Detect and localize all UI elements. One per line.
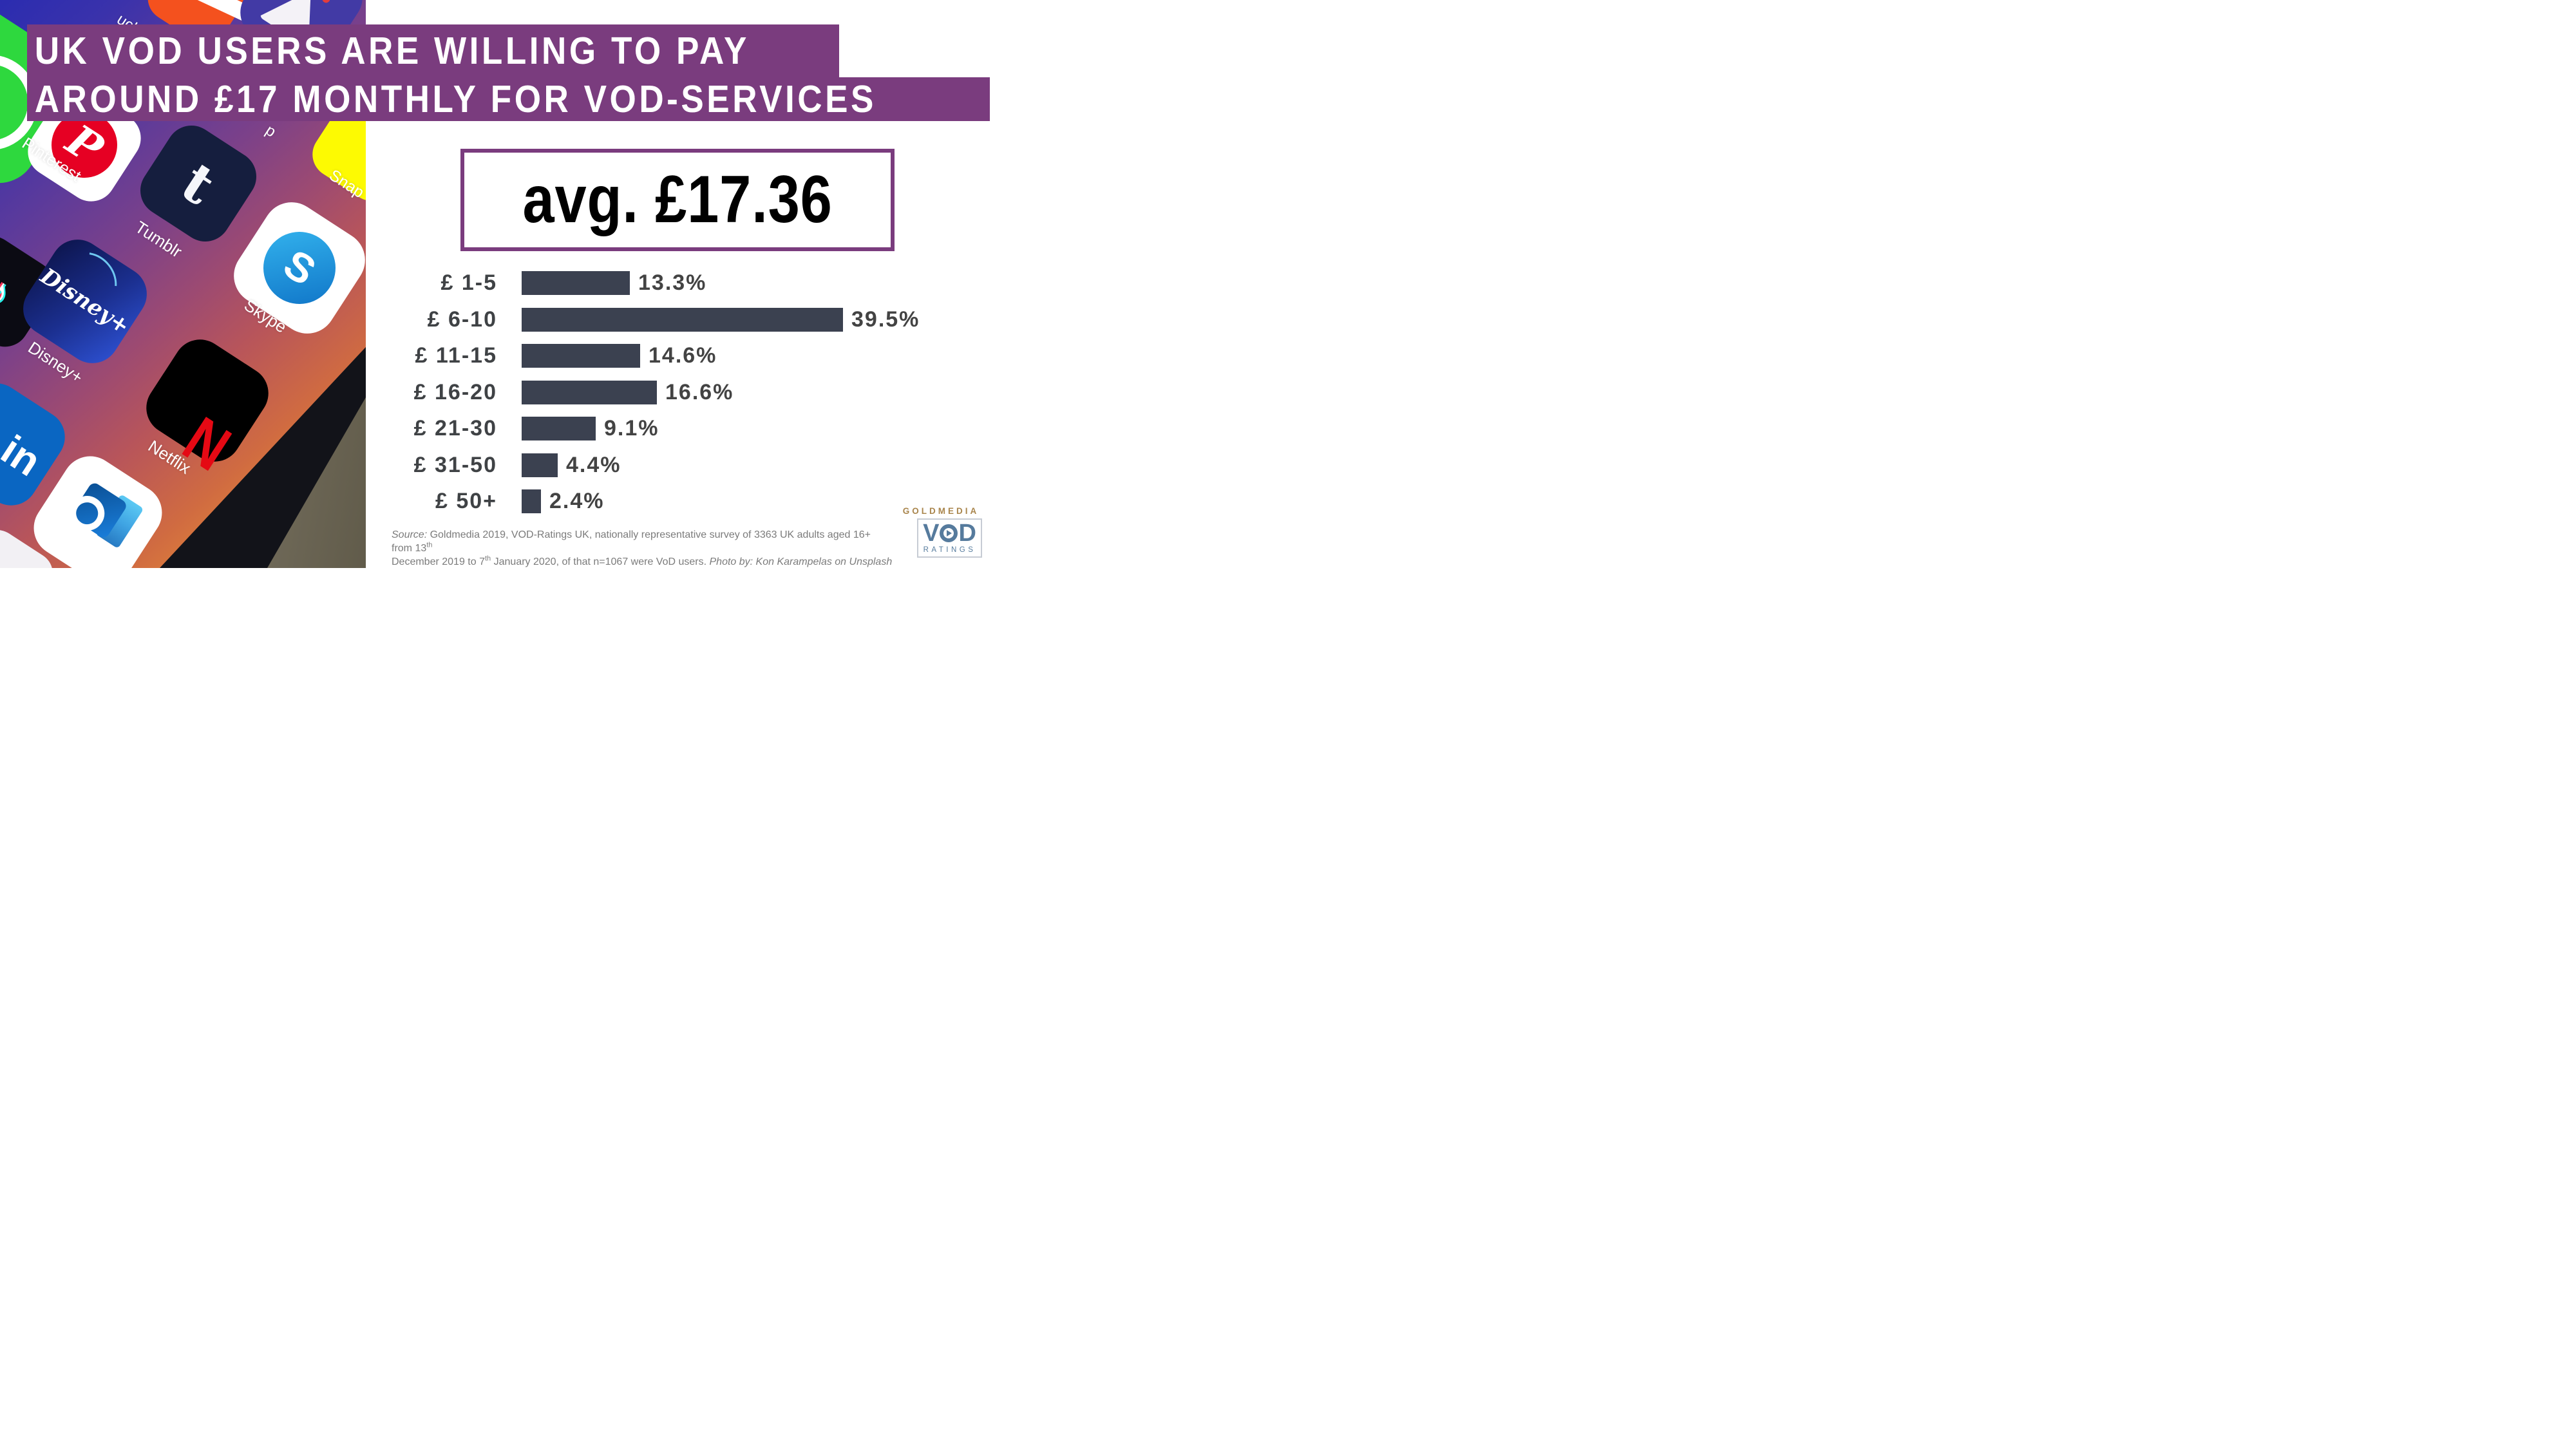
title-banner-line1: UK VOD USERS ARE WILLING TO PAY bbox=[27, 24, 839, 77]
bar-category-label: £ 16-20 bbox=[413, 380, 497, 404]
source-note: Source: Goldmedia 2019, VOD-Ratings UK, … bbox=[392, 528, 894, 568]
average-value-box: avg. £17.36 bbox=[460, 149, 895, 251]
source-line1: Source: Goldmedia 2019, VOD-Ratings UK, … bbox=[392, 529, 871, 554]
vod-letter-d: D bbox=[958, 520, 976, 547]
bar-category-label: £ 31-50 bbox=[413, 453, 497, 477]
goldmedia-vod-ratings-logo: GOLDMEDIA V D RATINGS bbox=[900, 506, 982, 558]
ratings-wordmark: RATINGS bbox=[923, 546, 976, 554]
vod-play-icon bbox=[940, 524, 958, 542]
bar bbox=[522, 308, 843, 332]
bar-category-label: £ 6-10 bbox=[427, 307, 497, 332]
title-banner-line2: AROUND £17 MONTHLY FOR VOD-SERVICES bbox=[27, 77, 990, 121]
bar-value-label: 9.1% bbox=[604, 416, 659, 440]
bar bbox=[522, 381, 657, 404]
bar-value-label: 13.3% bbox=[638, 270, 707, 295]
bar-value-label: 2.4% bbox=[549, 489, 605, 513]
bar-category-label: £ 11-15 bbox=[415, 343, 497, 368]
title-line1: UK VOD USERS ARE WILLING TO PAY bbox=[34, 29, 750, 72]
bar bbox=[522, 271, 630, 295]
bar bbox=[522, 453, 558, 477]
average-value: avg. £17.36 bbox=[522, 162, 833, 237]
bar-value-label: 39.5% bbox=[851, 307, 920, 332]
bar bbox=[522, 344, 640, 368]
vod-wordmark: V D bbox=[923, 520, 976, 547]
bar-category-label: £ 21-30 bbox=[413, 416, 497, 440]
bar-category-label: £ 50+ bbox=[435, 489, 497, 513]
infographic-page: uchs p P Pinterest t Tumblr Snap ♪ S Sky… bbox=[0, 0, 1010, 568]
bar-value-label: 16.6% bbox=[665, 380, 734, 404]
vod-letter-v: V bbox=[923, 520, 940, 547]
bar bbox=[522, 417, 596, 440]
vod-ratings-box: V D RATINGS bbox=[917, 518, 982, 558]
willingness-to-pay-bar-chart: £ 1-5 13.3% £ 6-10 39.5% £ 11-15 14.6% £ 16-20… bbox=[0, 0, 1010, 568]
bar-value-label: 14.6% bbox=[649, 343, 717, 368]
bar-category-label: £ 1-5 bbox=[440, 270, 497, 295]
title-line2: AROUND £17 MONTHLY FOR VOD-SERVICES bbox=[34, 77, 876, 120]
bar bbox=[522, 489, 541, 513]
goldmedia-wordmark: GOLDMEDIA bbox=[902, 506, 980, 516]
source-line2: December 2019 to 7th January 2020, of th… bbox=[392, 554, 893, 567]
bar-value-label: 4.4% bbox=[566, 453, 621, 477]
